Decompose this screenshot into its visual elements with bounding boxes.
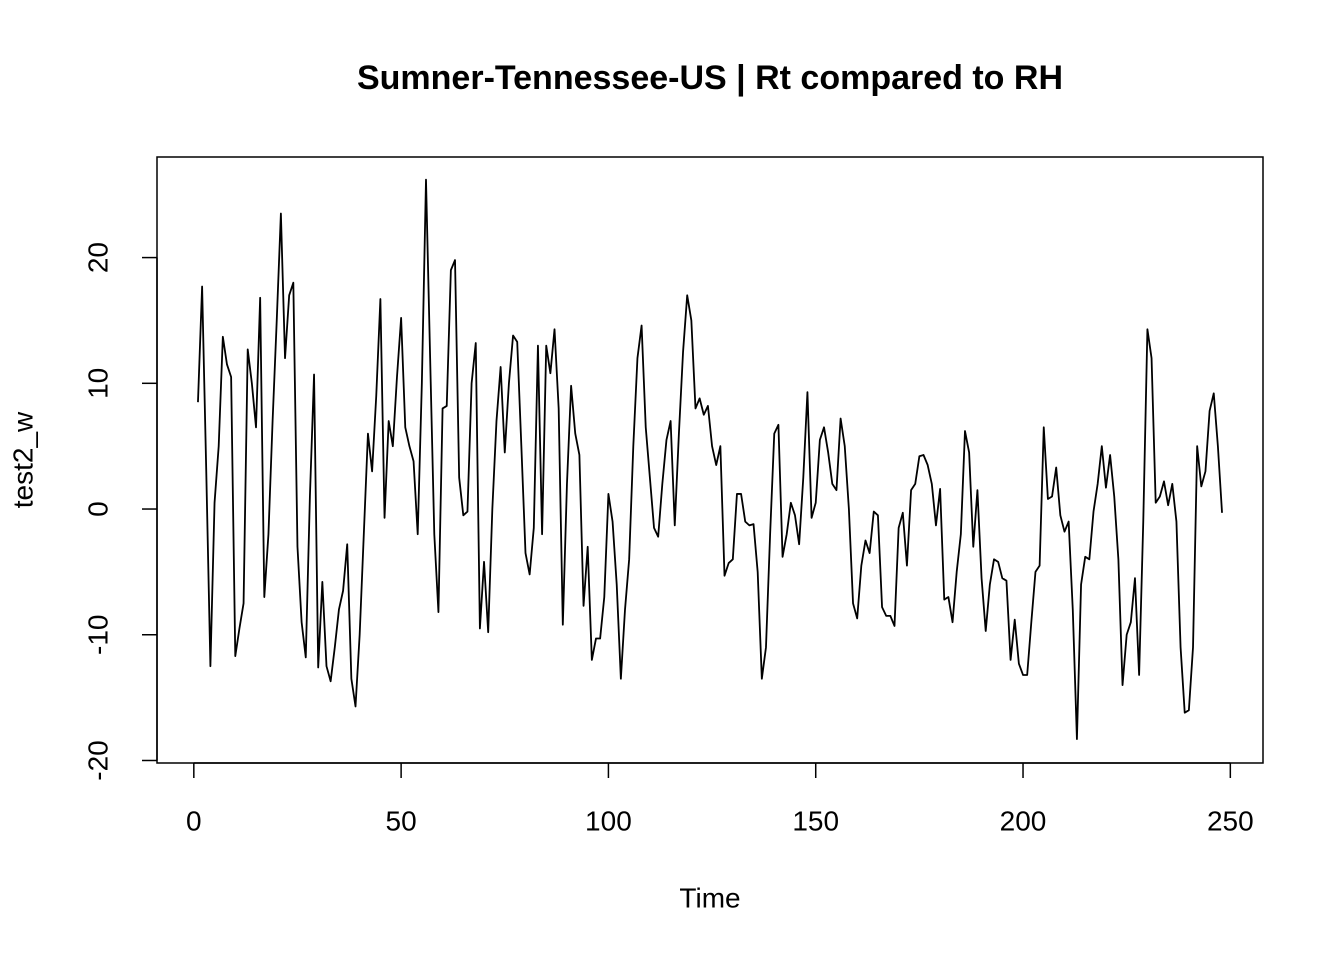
x-tick-label: 100: [585, 805, 632, 836]
y-tick-label: -10: [82, 615, 113, 655]
x-axis-label: Time: [679, 882, 740, 913]
x-tick-label: 200: [1000, 805, 1047, 836]
y-tick-label: 10: [82, 368, 113, 399]
y-tick-label: 0: [82, 501, 113, 517]
x-tick-label: 0: [186, 805, 202, 836]
y-tick-label: 20: [82, 242, 113, 273]
data-line: [197, 178, 1223, 741]
y-axis-label: test2_w: [7, 411, 38, 508]
chart-title: Sumner-Tennessee-US | Rt compared to RH: [357, 59, 1063, 97]
x-tick-label: 50: [386, 805, 417, 836]
x-tick-label: 250: [1207, 805, 1254, 836]
plot-frame: [156, 156, 1264, 764]
x-tick-label: 150: [792, 805, 839, 836]
y-tick-label: -20: [82, 740, 113, 780]
